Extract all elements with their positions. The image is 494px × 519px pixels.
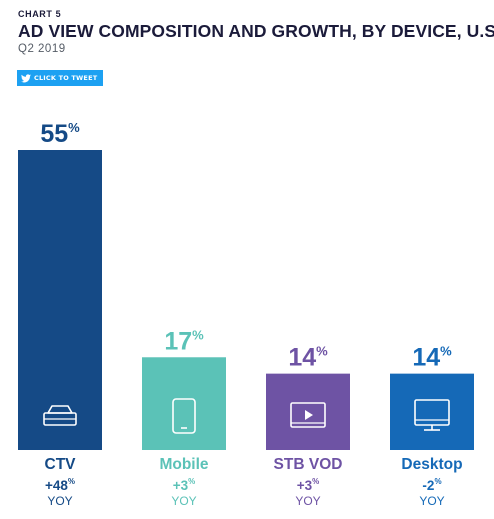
growth-label-desktop: -2% [422,477,441,493]
category-label-ctv: CTV [45,456,77,473]
yoy-label-ctv: YOY [47,494,72,508]
value-label-desktop: 14% [412,344,452,372]
bar-group-ctv: 55% CTV +48%YOY [18,120,102,508]
chart-number: CHART 5 [18,9,62,19]
bar-group-stb-vod: 14% STB VOD +3%YOY [266,344,350,508]
click-to-tweet-label: CLICK TO TWEET [34,74,98,82]
category-label-desktop: Desktop [401,456,462,473]
bar-group-desktop: 14% Desktop -2%YOY [390,344,474,508]
tablet-icon [172,398,196,434]
bar-group-mobile: 17% Mobile +3%YOY [142,327,226,508]
category-label-mobile: Mobile [159,456,208,473]
value-label-mobile: 17% [164,327,204,355]
twitter-bird-icon [21,73,31,82]
category-label-stb-vod: STB VOD [274,456,343,473]
bar-desktop [390,373,474,450]
growth-label-ctv: +48% [45,477,75,493]
value-label-stb-vod: 14% [288,344,328,372]
bar-stb-vod [266,373,350,450]
desktop-monitor-icon [414,399,450,431]
click-to-tweet-button[interactable]: CLICK TO TWEET [17,70,104,86]
chart-subtitle: Q2 2019 [18,43,66,55]
yoy-label-mobile: YOY [171,494,196,508]
yoy-label-desktop: YOY [419,494,444,508]
bar-mobile [142,357,226,450]
chart-title: AD VIEW COMPOSITION AND GROWTH, BY DEVIC… [18,21,494,41]
growth-label-stb-vod: +3% [297,477,320,493]
value-label-ctv: 55% [40,120,80,148]
video-player-icon [290,402,326,428]
bar-ctv [18,150,102,450]
yoy-label-stb-vod: YOY [295,494,320,508]
growth-label-mobile: +3% [173,477,196,493]
set-top-box-icon [43,405,77,426]
